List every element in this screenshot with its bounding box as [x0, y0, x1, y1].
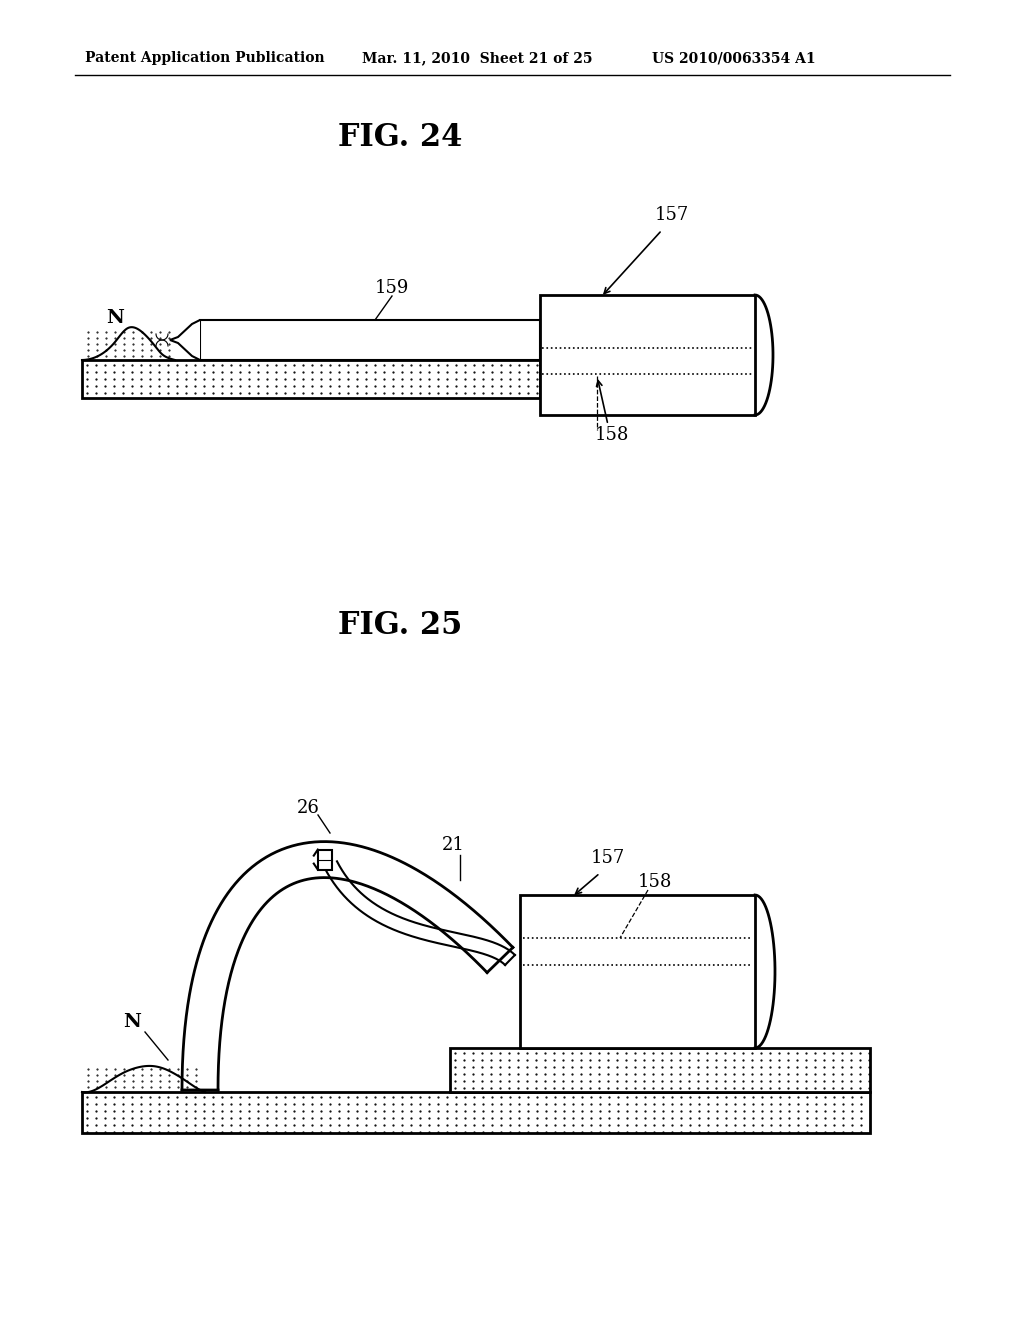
Text: 158: 158 [595, 426, 629, 444]
Text: Mar. 11, 2010  Sheet 21 of 25: Mar. 11, 2010 Sheet 21 of 25 [362, 51, 593, 65]
Text: 21: 21 [441, 836, 465, 854]
Bar [200, 319, 540, 360]
Text: 157: 157 [591, 849, 625, 867]
Text: Patent Application Publication: Patent Application Publication [85, 51, 325, 65]
Text: 157: 157 [655, 206, 689, 224]
Bar [450, 1048, 870, 1092]
Text: 158: 158 [638, 873, 672, 891]
Text: 26: 26 [297, 799, 319, 817]
Text: FIG. 25: FIG. 25 [338, 610, 462, 640]
Bar [82, 1092, 870, 1133]
Bar [540, 294, 755, 414]
Text: 159: 159 [375, 279, 410, 297]
Bar [520, 895, 755, 1048]
Text: N: N [106, 309, 124, 327]
Polygon shape [170, 319, 200, 360]
Text: N: N [123, 1012, 141, 1031]
Text: US 2010/0063354 A1: US 2010/0063354 A1 [652, 51, 816, 65]
Bar [317, 850, 332, 870]
Text: FIG. 24: FIG. 24 [338, 123, 462, 153]
Bar [82, 360, 540, 399]
